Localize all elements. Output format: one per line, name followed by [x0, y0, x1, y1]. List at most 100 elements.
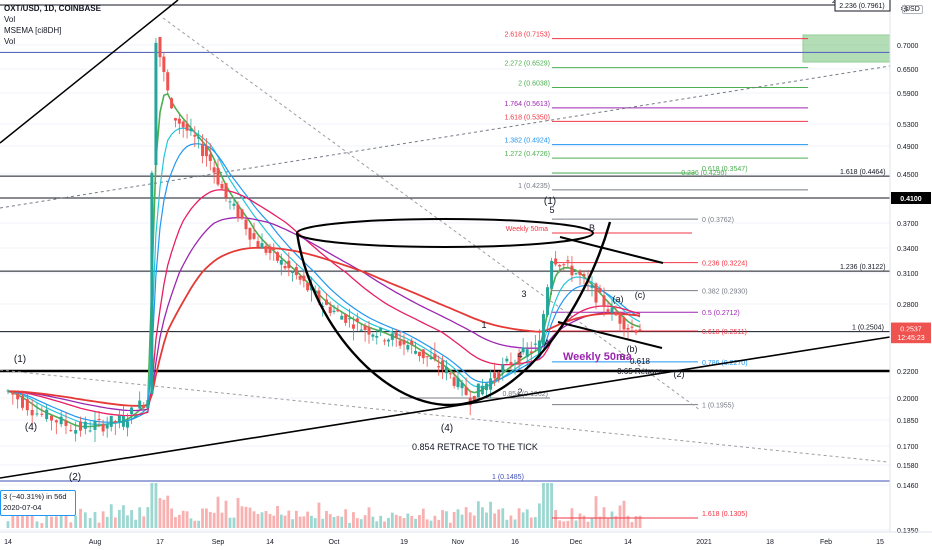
- volume-bar-42: [189, 518, 193, 528]
- candle-body-128: [525, 349, 529, 358]
- volume-bar-75: [317, 502, 321, 528]
- y-tick-6: 0.3700: [897, 221, 919, 228]
- volume-bar-89: [371, 516, 375, 528]
- volume-bar-60: [260, 512, 264, 528]
- volume-bar-53: [232, 517, 236, 528]
- volume-bar-24: [117, 509, 121, 528]
- candle-body-116: [476, 383, 480, 398]
- volume-bar-17: [88, 518, 92, 528]
- candle-body-117: [480, 385, 484, 395]
- x-tick-8: 16: [511, 539, 519, 546]
- fib-ret-label-3: 0.5 (0.2712): [702, 310, 740, 317]
- fib-ret-label-0: 0 (0.3762): [702, 217, 734, 224]
- candle-body-51: [224, 183, 228, 198]
- candle-body-21: [105, 424, 109, 429]
- candle-body-104: [429, 357, 433, 360]
- level-label-2: 1.236 (0.3122): [840, 264, 886, 271]
- indicator-vol-2[interactable]: Vol: [4, 37, 16, 46]
- candle-body-22: [109, 415, 113, 427]
- fib-ext-label-2: 2 (0.6038): [518, 80, 550, 87]
- annotation-0: (1): [14, 354, 26, 365]
- candle-body-43: [193, 135, 197, 137]
- volume-bar-93: [387, 517, 390, 528]
- candle-body-18: [93, 421, 97, 430]
- candle-body-31: [146, 400, 150, 408]
- candle-body-29: [138, 400, 142, 409]
- indicator-msema[interactable]: MSEMA [ci8DH]: [4, 26, 62, 35]
- volume-bar-11: [59, 513, 63, 528]
- annotation-16: 6: [619, 352, 624, 362]
- candle-body-9: [50, 415, 53, 421]
- volume-bar-39: [177, 514, 181, 528]
- fib-ext-label-0: 2.618 (0.7153): [504, 32, 550, 39]
- candle-body-57: [248, 227, 252, 240]
- x-tick-14: 15: [876, 539, 884, 546]
- volume-bar-129: [529, 517, 533, 528]
- annotation-14: 3: [521, 289, 526, 299]
- candle-body-72: [306, 282, 310, 291]
- candle-body-118: [485, 383, 488, 391]
- candle-body-148: [606, 309, 610, 312]
- volume-bar-50: [220, 512, 224, 528]
- candle-body-70: [298, 275, 302, 280]
- wedge-bottom-line: [557, 321, 663, 349]
- fib-ret-label-4: 0.618 (0.2511): [702, 329, 747, 336]
- y-tick-4: 0.4900: [897, 144, 919, 151]
- volume-bar-37: [170, 508, 173, 528]
- candle-body-106: [437, 366, 441, 368]
- candle-body-124: [509, 361, 513, 366]
- candle-body-130: [533, 343, 537, 345]
- x-tick-6: 19: [400, 539, 408, 546]
- price-badge-bg-0: [834, 0, 891, 12]
- volume-bar-58: [252, 511, 256, 528]
- candle-body-108: [444, 366, 448, 374]
- volume-bar-91: [379, 515, 383, 528]
- measure-info-box: 3 (−40.31%) in 56d 2020-07-04: [0, 490, 76, 516]
- volume-bar-56: [244, 506, 248, 528]
- volume-bar-142: [582, 515, 586, 528]
- candle-body-2: [16, 393, 20, 400]
- annotation-15: 4: [517, 350, 522, 360]
- candle-body-112: [460, 382, 464, 389]
- ema-line-1: [7, 127, 641, 426]
- volume-bar-144: [590, 517, 594, 528]
- currency-label[interactable]: USD: [902, 5, 923, 14]
- candle-body-26: [126, 421, 129, 428]
- candle-body-7: [40, 413, 44, 415]
- candle-body-82: [344, 314, 348, 323]
- candle-body-101: [417, 351, 421, 357]
- dashed-trend-up: [0, 65, 891, 209]
- volume-bar-55: [240, 506, 244, 528]
- volume-bar-8: [45, 504, 49, 528]
- candle-body-107: [441, 360, 445, 370]
- candle-body-15: [79, 421, 82, 431]
- candle-body-75: [317, 290, 321, 303]
- candle-body-52: [228, 201, 232, 203]
- volume-bar-4: [25, 504, 29, 528]
- candle-body-109: [448, 373, 452, 375]
- volume-bar-48: [212, 512, 216, 528]
- x-tick-13: Feb: [820, 539, 832, 546]
- volume-bar-105: [433, 515, 437, 528]
- candle-body-127: [521, 347, 525, 353]
- volume-bar-13: [69, 522, 73, 528]
- candle-body-111: [456, 377, 460, 388]
- volume-bar-78: [328, 514, 332, 528]
- candle-body-156: [638, 329, 642, 332]
- candle-body-150: [614, 312, 618, 316]
- candle-body-145: [594, 283, 598, 303]
- volume-bar-108: [445, 511, 448, 528]
- annotation-6: 0.854 RETRACE TO THE TICK: [412, 442, 538, 452]
- y-tick-2: 0.5900: [897, 91, 919, 98]
- annotation-3: (1): [544, 196, 556, 207]
- volume-bar-82: [344, 509, 348, 528]
- volume-bar-29: [138, 507, 142, 528]
- candle-body-4: [25, 399, 29, 411]
- volume-bar-149: [610, 511, 614, 528]
- volume-bar-107: [441, 510, 444, 528]
- volume-bar-112: [460, 514, 464, 528]
- candle-body-149: [610, 307, 614, 313]
- indicator-vol[interactable]: Vol: [4, 15, 16, 24]
- gear-icon[interactable]: ⚙: [900, 4, 909, 15]
